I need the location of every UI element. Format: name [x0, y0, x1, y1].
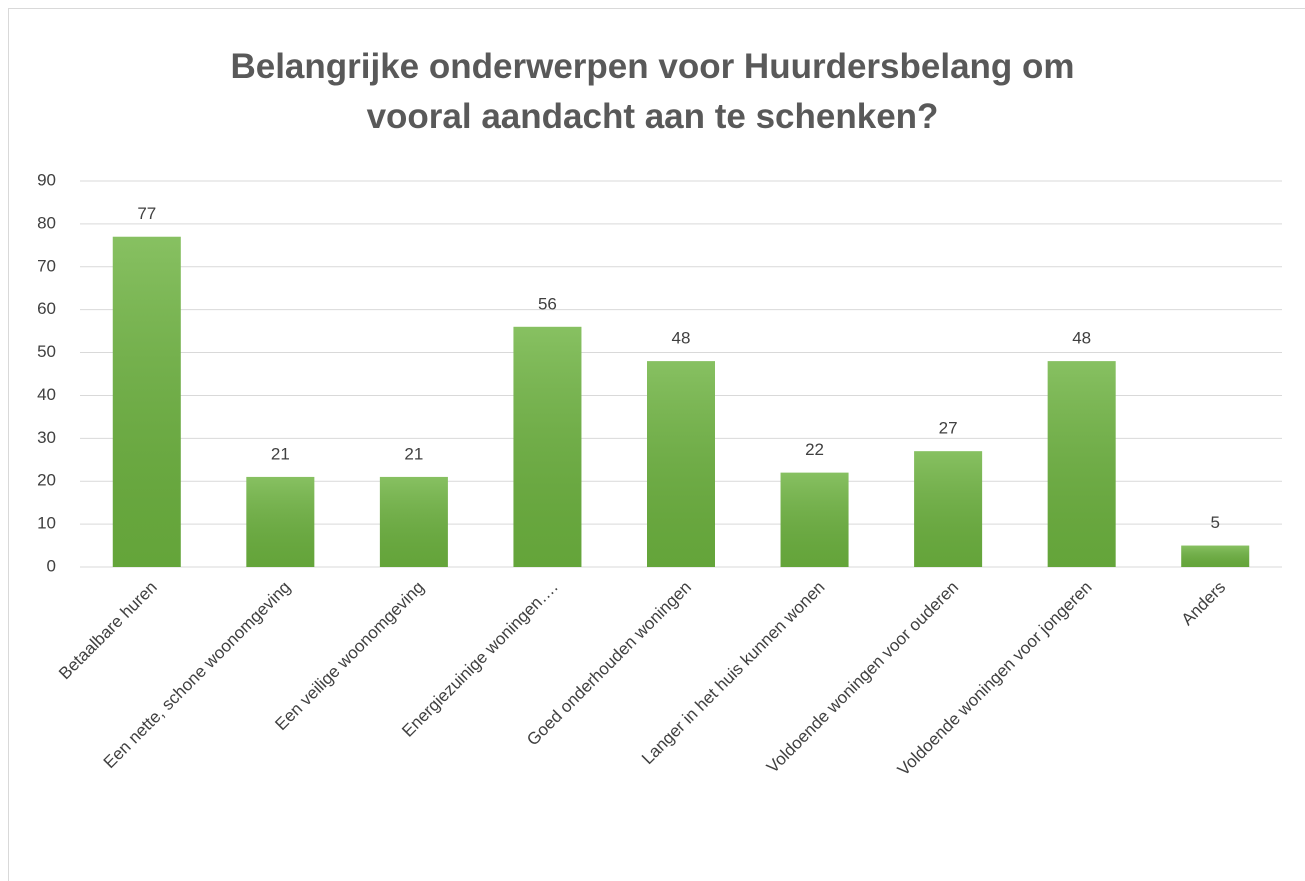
y-tick-label: 50: [37, 342, 56, 361]
bar-shade: [647, 361, 715, 567]
data-label: 48: [1072, 329, 1091, 348]
bar-shade: [246, 476, 315, 567]
y-tick-label: 70: [37, 256, 56, 275]
bar-shade: [1181, 545, 1250, 567]
data-label: 21: [271, 444, 290, 463]
data-label: 48: [672, 329, 691, 348]
x-tick-label: Anders: [1178, 578, 1230, 630]
y-tick-label: 30: [37, 428, 56, 447]
data-label: 56: [538, 294, 557, 313]
data-label: 77: [137, 204, 156, 223]
data-label: 22: [805, 440, 824, 459]
bar-shade: [112, 236, 181, 567]
data-label: 5: [1210, 513, 1219, 532]
y-tick-label: 90: [37, 170, 56, 189]
y-tick-label: 0: [47, 556, 56, 575]
y-tick-label: 10: [37, 514, 56, 533]
bar-shade: [914, 451, 983, 567]
bar-shade: [1047, 361, 1116, 567]
chart-title: Belangrijke onderwerpen voor Huurdersbel…: [230, 47, 1075, 136]
bar-shade: [780, 472, 849, 567]
y-tick-label: 20: [37, 471, 56, 490]
x-tick-label: Betaalbare huren: [55, 578, 161, 684]
x-tick-label: Een veilige woonomgeving: [271, 578, 427, 734]
data-label: 27: [939, 419, 958, 438]
y-tick-label: 40: [37, 385, 56, 404]
chart-border: [8, 8, 1305, 881]
bar-shade: [513, 326, 582, 567]
y-tick-label: 80: [37, 213, 56, 232]
data-label: 21: [404, 444, 423, 463]
x-tick-label: Energiezuinige woningen….: [398, 578, 561, 741]
y-tick-label: 60: [37, 299, 56, 318]
bar-shade: [379, 476, 448, 567]
